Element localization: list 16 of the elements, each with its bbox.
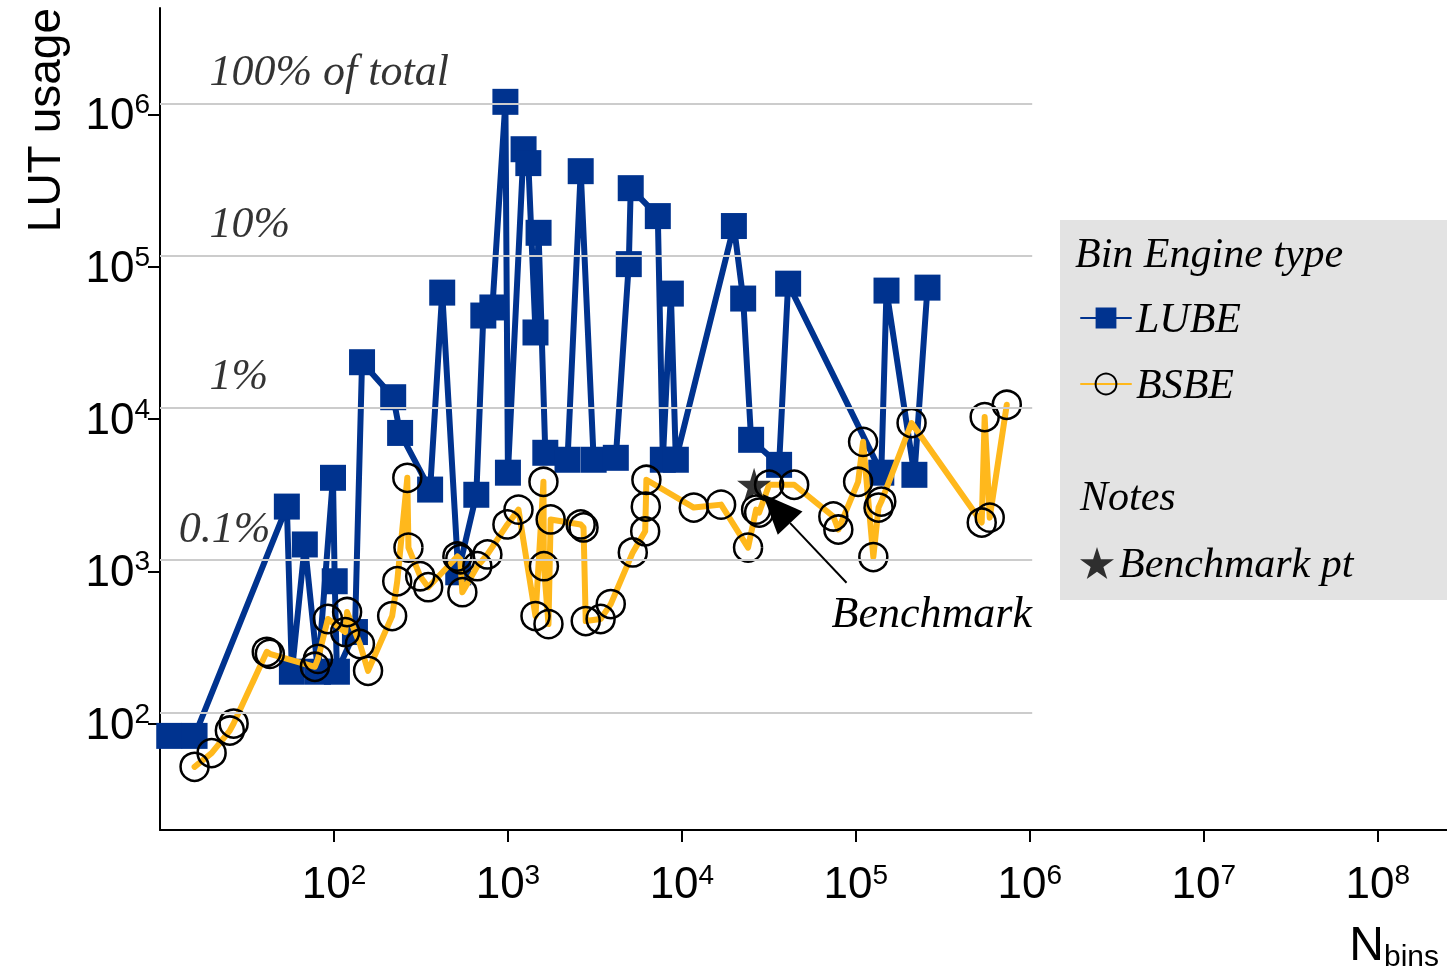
y-tick-label: 10$^{2}$ — [85, 697, 150, 748]
legend-title: Bin Engine type — [1075, 230, 1344, 276]
y-tick-label: 10$^{5}$ — [85, 240, 150, 291]
y-tick-label: 10$^{6}$ — [85, 88, 150, 139]
legend-label: LUBE — [1135, 295, 1241, 341]
legend-label: Benchmark pt — [1119, 540, 1355, 586]
y-axis-title: LUT usage — [18, 8, 70, 233]
annotation: 0.1% — [178, 502, 271, 552]
annotation: 10% — [209, 198, 291, 248]
y-tick-label: 10$^{4}$ — [85, 393, 150, 443]
annotation: Notes — [1079, 473, 1176, 519]
annotation: 100% of total — [209, 45, 449, 95]
annotation: Benchmark — [831, 586, 1032, 638]
annotation: 1% — [209, 350, 269, 400]
y-tick-label: 10$^{3}$ — [85, 545, 150, 596]
legend-label: BSBE — [1136, 361, 1234, 407]
